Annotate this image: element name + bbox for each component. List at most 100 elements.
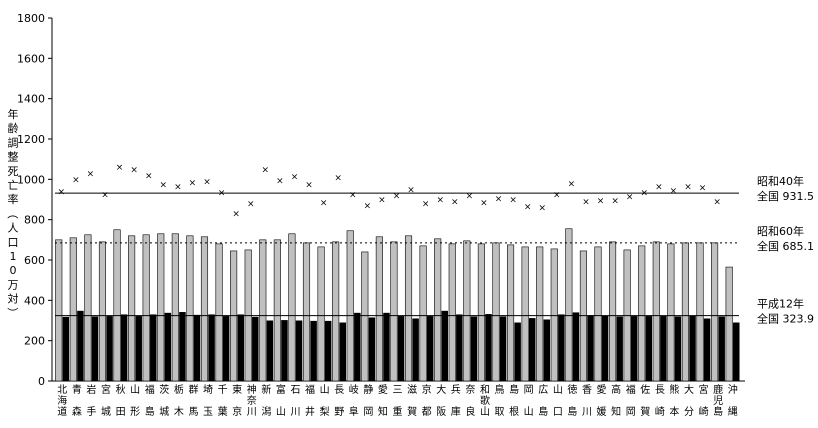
category-label-char: 児	[713, 395, 723, 407]
reference-value-label: 全国 685.1	[757, 239, 814, 253]
x-marker: ×	[130, 165, 138, 175]
y-axis-label-char: 1	[10, 250, 17, 263]
black-bar	[150, 314, 157, 381]
category-label-char: 千	[218, 384, 228, 396]
y-tick-label: 400	[24, 294, 45, 307]
y-axis-label-char: 年	[8, 107, 19, 121]
category-label-char: 山	[480, 406, 490, 418]
black-bar	[368, 317, 376, 381]
black-bar	[572, 312, 580, 381]
black-bar	[456, 314, 463, 381]
gray-bar	[288, 233, 296, 382]
y-axis-label-char: ）	[6, 307, 19, 318]
category-label-char: 知	[611, 405, 621, 418]
x-marker: ×	[174, 182, 182, 192]
x-marker: ×	[655, 182, 663, 192]
category-label-char: 青	[72, 383, 82, 396]
gray-bar	[681, 242, 689, 382]
category-label-char: 高	[611, 383, 621, 396]
category-label-char: 徳	[567, 383, 577, 396]
gray-bar	[609, 241, 617, 382]
category-label-char: 川	[582, 407, 592, 418]
y-axis-label-char: 齢	[8, 121, 19, 135]
category-label-char: 三	[393, 385, 403, 396]
category-label-char: 岡	[363, 406, 373, 418]
y-tick-label: 200	[24, 335, 45, 348]
category-label-char: 山	[320, 384, 330, 396]
gray-bar	[463, 240, 471, 382]
category-label-char: 媛	[597, 405, 607, 418]
black-bar	[499, 316, 507, 381]
gray-bar	[55, 239, 63, 382]
x-marker: ×	[626, 192, 634, 202]
category-label-char: 手	[86, 405, 96, 418]
black-bar	[106, 316, 113, 381]
x-marker: ×	[495, 194, 503, 204]
black-bar	[208, 314, 215, 381]
category-label-char: 知	[378, 405, 388, 418]
black-bar	[324, 320, 332, 381]
y-axis-label-char: 率	[8, 192, 19, 206]
x-marker: ×	[378, 196, 386, 206]
gray-bar	[128, 235, 136, 382]
x-marker: ×	[334, 173, 342, 183]
y-tick-label: 1400	[17, 93, 45, 106]
category-label-char: 兵	[451, 383, 461, 396]
gray-bar	[565, 228, 573, 382]
category-label-char: 都	[422, 406, 432, 418]
gray-bar	[98, 241, 107, 382]
x-marker: ×	[364, 202, 372, 212]
x-marker: ×	[160, 180, 168, 190]
gray-bar	[477, 243, 485, 382]
category-label-char: 形	[130, 406, 140, 418]
y-tick-label: 0	[38, 375, 45, 388]
category-label-char: 大	[684, 383, 694, 396]
category-label-char: 田	[116, 407, 126, 418]
category-label-char: 本	[669, 405, 679, 418]
gray-bar	[84, 234, 92, 382]
category-label-char: 森	[72, 405, 82, 418]
x-marker: ×	[232, 210, 240, 220]
category-label-char: 宮	[699, 383, 709, 396]
black-bar	[339, 322, 347, 381]
gray-bar	[186, 235, 194, 382]
reference-era-label: 平成12年	[757, 297, 804, 311]
category-label-char: 香	[582, 384, 592, 396]
x-marker: ×	[436, 196, 444, 206]
black-bar	[164, 312, 172, 381]
black-bar	[733, 322, 740, 381]
category-label-char: 葉	[218, 405, 228, 418]
category-label-char: 井	[305, 405, 315, 418]
gray-bar	[492, 242, 500, 382]
category-label-char: 庫	[451, 405, 461, 418]
gray-bar	[448, 243, 456, 382]
y-axis-label-char: 人	[8, 222, 19, 235]
x-marker: ×	[509, 196, 517, 206]
x-marker: ×	[597, 197, 605, 207]
category-label-char: 広	[538, 383, 548, 396]
black-bar	[252, 316, 259, 381]
x-marker: ×	[393, 191, 401, 201]
category-label-char: 梨	[320, 405, 330, 418]
category-label-char: 静	[363, 383, 373, 396]
gray-bar	[434, 238, 442, 382]
x-marker: ×	[87, 169, 95, 179]
x-marker: ×	[291, 172, 299, 182]
gray-bar	[157, 233, 165, 382]
x-marker: ×	[276, 176, 284, 186]
gray-bar	[375, 236, 383, 382]
x-marker: ×	[203, 177, 211, 187]
gray-bar	[652, 241, 660, 382]
x-marker: ×	[451, 198, 459, 208]
category-label-char: 馬	[188, 406, 198, 418]
category-label-char: 京	[232, 405, 242, 418]
black-bar	[354, 312, 361, 381]
category-label-char: 岡	[524, 384, 534, 396]
black-bar	[543, 319, 551, 381]
x-marker: ×	[480, 199, 488, 209]
category-label-char: 阪	[436, 405, 446, 418]
x-marker: ×	[699, 183, 707, 193]
reference-era-label: 昭和60年	[757, 224, 804, 238]
category-label-char: 島	[538, 405, 548, 418]
category-label-char: 岐	[349, 383, 359, 396]
